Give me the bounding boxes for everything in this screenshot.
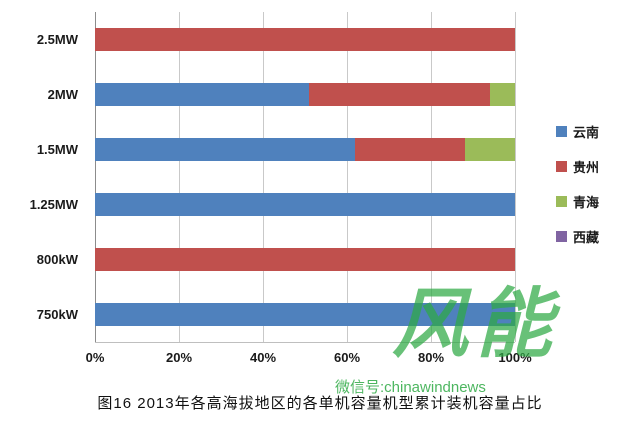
legend-swatch	[556, 196, 567, 207]
legend-item-云南: 云南	[556, 122, 599, 141]
legend-swatch	[556, 161, 567, 172]
gridline	[95, 12, 96, 342]
stacked-bar	[95, 248, 515, 271]
gridline	[347, 12, 348, 342]
y-axis-label: 800kW	[36, 252, 78, 267]
x-axis-tick-label: 80%	[417, 350, 445, 365]
bar-row-2.5MW	[95, 12, 515, 67]
bar-row-1.5MW	[95, 122, 515, 177]
y-axis-label: 1.25MW	[29, 197, 78, 212]
stacked-bar	[95, 303, 515, 326]
bar-segment-贵州	[95, 248, 515, 271]
stacked-bar	[95, 138, 515, 161]
legend-label: 青海	[573, 195, 600, 210]
bar-segment-贵州	[309, 83, 490, 106]
bar-rows	[95, 12, 515, 342]
plot-area	[95, 12, 516, 343]
gridline	[431, 12, 432, 342]
legend-label: 贵州	[573, 160, 600, 175]
bar-segment-青海	[489, 83, 515, 106]
figure-caption: 图16 2013年各高海拔地区的各单机容量机型累计装机容量占比	[97, 395, 543, 412]
x-axis-labels: 0% 20% 40% 60% 80% 100%	[86, 350, 532, 366]
bar-segment-云南	[95, 303, 515, 326]
x-axis-tick-label: 0%	[85, 350, 105, 365]
legend-swatch	[556, 126, 567, 137]
x-axis-tick-label: 100%	[498, 350, 532, 365]
legend-item-贵州: 贵州	[556, 157, 599, 176]
y-axis-labels: 2.5MW 2MW 1.5MW 1.25MW 800kW 750kW	[0, 12, 86, 342]
stacked-bar	[95, 28, 515, 51]
stacked-bar	[95, 193, 515, 216]
legend-item-青海: 青海	[556, 192, 599, 211]
y-axis-label: 750kW	[36, 307, 78, 322]
legend-item-西藏: 西藏	[556, 227, 599, 246]
x-axis-tick-label: 20%	[165, 350, 193, 365]
x-axis-tick-label: 60%	[333, 350, 361, 365]
stacked-bar	[95, 83, 515, 106]
gridline	[179, 12, 180, 342]
y-axis-label: 1.5MW	[36, 142, 78, 157]
legend-label: 西藏	[573, 230, 600, 245]
legend-swatch	[556, 231, 567, 242]
bar-segment-云南	[95, 193, 515, 216]
y-axis-label: 2.5MW	[36, 32, 78, 47]
bar-segment-贵州	[95, 28, 515, 51]
bar-row-750kW	[95, 287, 515, 342]
bar-segment-云南	[95, 83, 310, 106]
bar-row-1.25MW	[95, 177, 515, 232]
bar-segment-青海	[464, 138, 515, 161]
y-axis-label: 2MW	[47, 87, 78, 102]
bar-row-2MW	[95, 67, 515, 122]
bar-segment-贵州	[355, 138, 465, 161]
bar-segment-云南	[95, 138, 356, 161]
bar-row-800kW	[95, 232, 515, 287]
x-axis-tick-label: 40%	[249, 350, 277, 365]
legend: 云南 贵州 青海 西藏	[556, 122, 599, 246]
legend-label: 云南	[573, 125, 600, 140]
gridline	[263, 12, 264, 342]
gridline	[515, 12, 516, 342]
